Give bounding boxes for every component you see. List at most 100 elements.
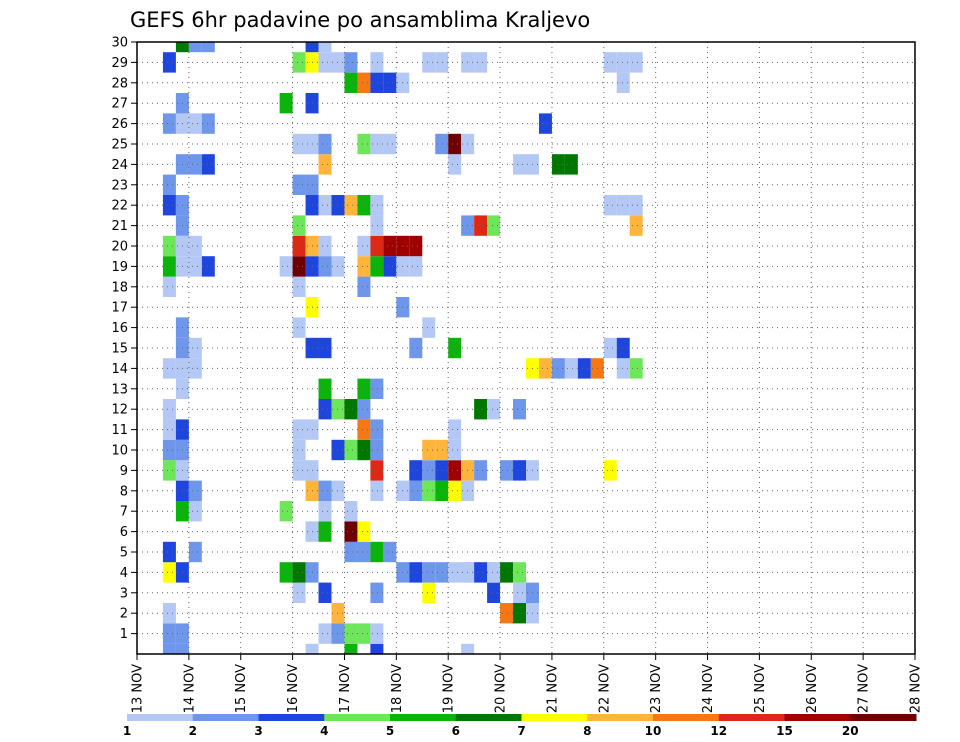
heat-cell [318,501,332,522]
heat-cell [474,460,488,481]
y-tick-label: 24 [111,158,128,173]
heat-cell [422,480,436,501]
colorbar-label: 2 [189,724,197,738]
heat-cell [370,541,384,563]
heat-cell [474,562,488,583]
heat-cell [435,52,449,73]
heat-cell [383,541,397,563]
heat-cell [201,256,215,277]
heat-cell [279,256,293,277]
x-tick-label: 21 NOV [545,664,560,713]
colorbar-swatch [653,714,720,721]
heat-cell [370,643,384,654]
x-tick-label: 25 NOV [753,664,768,713]
y-tick-label: 17 [111,301,128,316]
heat-cell [344,52,358,73]
colorbar-label: 8 [583,724,591,738]
x-tick-label: 24 NOV [701,664,716,713]
heat-cell [448,419,462,440]
heat-cell [409,480,423,501]
y-tick-label: 5 [120,546,128,561]
y-tick-label: 10 [111,444,128,459]
heat-cell [188,113,202,134]
heat-cell [448,480,462,501]
heat-cell [435,480,449,501]
heat-cell [344,439,358,461]
heat-cell [318,521,332,542]
y-tick-label: 25 [111,138,128,153]
heat-cell [370,72,384,93]
heat-cell [357,235,371,257]
colorbar-swatch [258,714,325,721]
heat-cell [370,623,384,644]
y-tick-label: 1 [120,627,128,642]
heat-cell [292,460,306,481]
heat-cell [513,460,526,481]
heat-cell [162,460,176,481]
heat-cell [513,399,526,420]
heat-cell [603,337,617,359]
heat-cell [357,419,371,440]
heat-cell [162,541,176,563]
heat-cell [487,215,501,236]
colorbar-swatch [324,714,391,721]
heat-cell [201,154,215,175]
heat-cell [162,623,176,644]
heat-cell [357,541,371,563]
heat-cell [162,562,176,583]
heat-cell [435,460,449,481]
heat-cell [513,603,526,624]
heat-cell [461,643,475,654]
heat-cell [318,52,332,73]
y-tick-label: 30 [111,36,128,51]
heat-cell [162,276,176,297]
heat-cell [188,42,202,53]
y-tick-label: 21 [111,219,128,234]
heat-cell [318,337,332,359]
heat-cell [474,52,488,73]
heat-cell [201,42,215,53]
y-tick-label: 2 [120,607,128,622]
heat-cell [162,52,176,73]
x-tick-label: 17 NOV [338,664,353,713]
heat-cell [383,133,397,155]
heat-cell [292,419,306,440]
heat-cell [357,439,371,461]
heat-cell [318,42,332,53]
heat-cell [279,562,293,583]
heat-cell [435,562,449,583]
heat-cell [162,358,176,379]
heat-cell [318,256,332,277]
heat-cell [422,562,436,583]
x-tick-label: 28 NOV [909,664,924,713]
colorbar: 1 2 3 4 5 6 7 8 10 12 15 20 [123,714,917,738]
colorbar-label: 12 [710,724,727,738]
heat-cell [422,582,436,603]
heat-cell [292,256,306,277]
heat-cell [500,460,514,481]
heat-cell [629,195,643,216]
colorbar-swatch [390,714,457,721]
heat-cell [551,358,565,379]
y-tick-label: 11 [111,423,128,438]
heat-cell [318,582,332,603]
heat-cell [318,378,332,399]
colorbar-swatch [850,714,917,721]
heat-cell [188,480,202,501]
heat-cell [344,72,358,93]
heat-cell [318,133,332,155]
y-tick-label: 23 [111,178,128,193]
y-tick-label: 4 [120,566,128,581]
heat-cell [370,582,384,603]
heat-cell [448,562,462,583]
heat-cell [357,623,371,644]
heat-cell [162,399,176,420]
heat-cell [616,72,630,93]
colorbar-label: 7 [517,724,525,738]
heat-cell [188,337,202,359]
heat-cell [513,582,526,603]
colorbar-swatch [127,714,194,721]
heat-cell [629,52,643,73]
heat-cell [538,358,552,379]
